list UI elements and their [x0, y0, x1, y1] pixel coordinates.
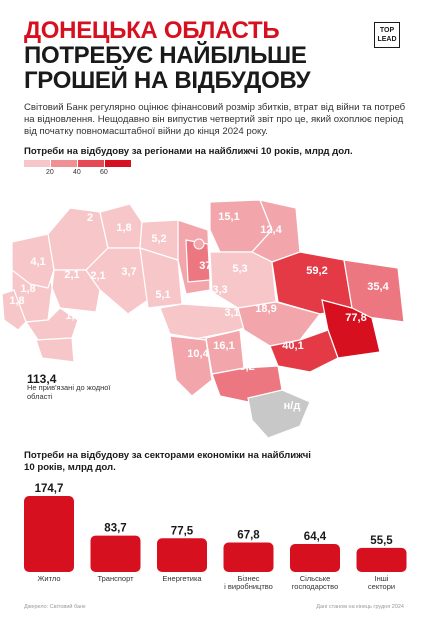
intro-text: Світовий Банк регулярно оцінює фінансови… — [24, 102, 406, 137]
bar-value-1: 83,7 — [104, 523, 126, 535]
bar-category-3-0: Бізнес — [237, 574, 259, 583]
region-20-label: 18,9 — [255, 303, 276, 315]
legend-swatch-4 — [105, 160, 131, 167]
bar-chart-title: Потреби на відбудову за секторами економ… — [24, 450, 311, 473]
bar-category-2-0: Енергетика — [162, 574, 202, 583]
region-12-label: 5,1 — [155, 289, 170, 301]
region-14-shape — [139, 219, 179, 261]
region-16-label: 59,2 — [306, 265, 327, 277]
region-22-label: 40,1 — [282, 340, 303, 352]
bar-category-3-1: і виробництво — [224, 582, 273, 591]
legend-swatch-2 — [51, 160, 77, 167]
region-8-label: 3,7 — [121, 266, 136, 278]
bar-value-3: 67,8 — [237, 530, 260, 542]
logo-line-2: LEAD — [377, 36, 397, 43]
region-6-label: 4,1 — [30, 256, 45, 268]
bar-value-2: 77,5 — [171, 525, 194, 537]
ukraine-map: 1,8 2 1,8 11,1 15,1 12,4 4,1 2,1 3,7 2,1 1,2 1,8 5,1… — [1, 193, 405, 439]
title-line-3: грошей на відбудову — [24, 67, 311, 94]
region-26-shape — [247, 389, 311, 439]
source-note: Джерело: Світовий банк — [24, 604, 86, 610]
bar-3 — [223, 542, 274, 572]
title-line-1: Донецька область — [24, 17, 280, 44]
bar-value-4: 64,4 — [304, 531, 327, 543]
region-15-shape — [209, 251, 277, 309]
region-3-label: 11,1 — [176, 193, 197, 205]
legend-swatch-3 — [78, 160, 104, 167]
region-25-shape — [205, 329, 245, 375]
region-21-label: 77,8 — [345, 312, 366, 324]
legend-swatch-1 — [24, 160, 50, 167]
region-11-shape — [1, 289, 27, 331]
region-19-label: 3,1 — [224, 307, 239, 319]
bar-1 — [90, 535, 141, 572]
region-25-label: 16,1 — [213, 340, 234, 352]
region-10-shape — [35, 337, 75, 363]
bar-value-5: 55,5 — [370, 535, 393, 547]
region-15-label: 5,3 — [232, 263, 247, 275]
region-14-label: 5,2 — [151, 233, 166, 245]
region-1-label: 2 — [87, 212, 93, 224]
legend-tick-40: 40 — [73, 169, 81, 176]
region-17-shape — [343, 259, 405, 323]
bar-category-4-0: Сільське — [300, 574, 331, 583]
bar-0 — [24, 496, 74, 572]
region-10-label: 1,2 — [65, 310, 80, 322]
unassigned-note: Не прив'язані до жодної області — [27, 383, 111, 401]
bar-category-5-0: Інші — [375, 574, 389, 583]
kyiv-city-marker — [193, 238, 205, 250]
region-2-label: 1,8 — [116, 222, 131, 234]
map-title: Потреби на відбудову за регіонами на най… — [24, 146, 353, 157]
region-9-label: 2,1 — [90, 270, 105, 282]
region-26-label: н/д — [284, 400, 301, 412]
region-6-shape — [11, 233, 55, 289]
region-23-label: 10,4 — [187, 348, 209, 360]
legend-tick-60: 60 — [100, 169, 108, 176]
page-title: Донецька область потребує найбільше грош… — [24, 18, 354, 93]
region-11-label: 1,8 — [9, 295, 24, 307]
region-5-label: 12,4 — [260, 224, 282, 236]
region-7-label: 2,1 — [64, 269, 79, 281]
bar-5 — [356, 547, 407, 572]
unassigned-value: 113,4 — [27, 372, 57, 386]
region-0-label: 1,8 — [20, 283, 35, 295]
title-line-2: потребує найбільше — [24, 42, 307, 69]
bar-category-1-0: Транспорт — [97, 574, 134, 583]
bar-value-0: 174,7 — [35, 483, 64, 495]
region-23-shape — [169, 335, 213, 397]
top-lead-logo: TOP LEAD — [374, 22, 400, 48]
legend-tick-20: 20 — [46, 169, 54, 176]
bar-category-5-1: сектори — [368, 582, 395, 591]
bar-category-4-1: господарство — [292, 582, 339, 591]
region-18-label: 3,3 — [212, 284, 227, 296]
logo-line-1: TOP — [379, 27, 395, 34]
bar-category-0-0: Житло — [37, 574, 60, 583]
bar-4 — [290, 543, 340, 572]
date-note: Дані станом на кінець грудня 2024 — [316, 604, 404, 610]
bar-2 — [157, 538, 207, 572]
region-4-label: 15,1 — [218, 211, 239, 223]
region-17-label: 35,4 — [367, 281, 389, 293]
